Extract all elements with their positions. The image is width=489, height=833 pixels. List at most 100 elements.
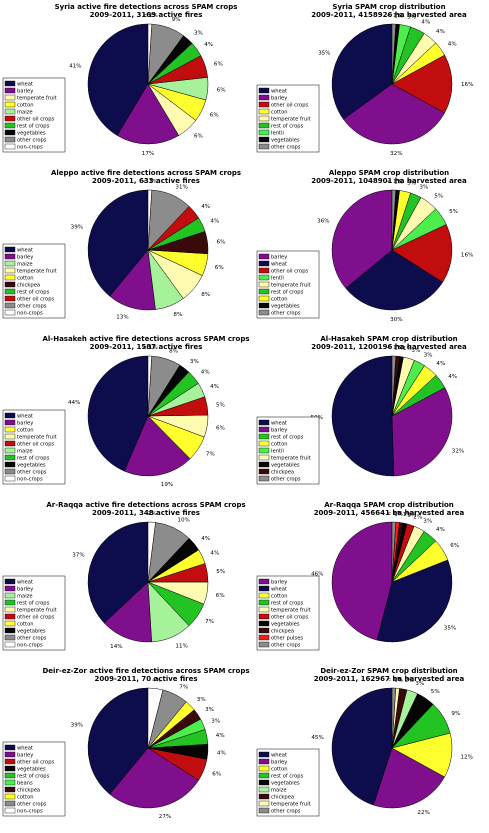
pie-slice: [391, 224, 453, 283]
legend-label: rest of crops: [271, 774, 304, 780]
legend-label: non-crops: [17, 643, 43, 649]
legend-swatch: [4, 627, 16, 634]
slice-percent-label: 14%: [110, 644, 122, 650]
legend-swatch: [4, 108, 16, 115]
legend-label: wheat: [17, 580, 33, 586]
legend-label: maize: [17, 594, 33, 600]
slice-percent-label: 7%: [206, 452, 215, 458]
legend-label: barley: [17, 753, 33, 759]
legend-label: other crops: [17, 470, 47, 476]
slice-percent-label: < 1%: [387, 511, 402, 517]
legend-label: beans: [17, 781, 33, 787]
slice-percent-label: 16%: [461, 82, 473, 88]
legend-label: cotton: [271, 442, 288, 448]
pie-slice: [376, 559, 453, 643]
legend-swatch: [4, 751, 16, 758]
legend-swatch: [4, 87, 16, 94]
legend-label: lentil: [271, 276, 284, 282]
slice-percent-label: 6%: [217, 88, 226, 94]
slice-percent-label: 7%: [179, 685, 188, 691]
slice-percent-label: 1%: [394, 511, 403, 517]
slice-percent-label: 7%: [205, 619, 214, 625]
legend-label: cotton: [271, 110, 288, 116]
pie-slice: [147, 23, 153, 85]
legend-swatch: [258, 433, 270, 440]
legend-label: other crops: [271, 311, 301, 317]
chart-title: Al-Hasakeh SPAM crop distribution: [320, 335, 457, 343]
slice-percent-label: < 1%: [387, 677, 402, 683]
slice-percent-label: 11%: [175, 643, 187, 649]
legend-swatch: [258, 295, 270, 302]
slice-percent-label: 4%: [436, 527, 445, 533]
legend-label: barley: [271, 255, 287, 261]
chart-title: Aleppo active fire detections across SPA…: [51, 169, 241, 177]
slice-percent-label: 1%: [394, 345, 403, 351]
slice-percent-label: 1%: [394, 179, 403, 185]
legend-swatch: [4, 302, 16, 309]
chart-title: Ar-Raqqa SPAM crop distribution: [324, 501, 454, 509]
slice-percent-label: 9%: [172, 17, 181, 23]
legend-swatch: [258, 475, 270, 482]
pie-chart-panel: Syria SPAM crop distribution 2009-2011, 4…: [245, 0, 489, 166]
slice-percent-label: 6%: [216, 426, 225, 432]
pie-slice: [87, 687, 149, 795]
legend-swatch: [258, 641, 270, 648]
legend-label: rest of crops: [17, 124, 50, 130]
slice-percent-label: 5%: [434, 194, 443, 200]
legend-swatch: [4, 447, 16, 454]
legend-swatch: [4, 599, 16, 606]
legend-label: chickpea: [271, 795, 294, 801]
pie-slice: [391, 687, 397, 749]
legend-label: other crops: [17, 138, 47, 144]
legend-swatch: [258, 129, 270, 136]
legend-label: chickpea: [271, 629, 294, 635]
slice-percent-label: 16%: [461, 252, 473, 258]
slice-percent-label: < 1%: [142, 345, 157, 351]
slice-percent-label: 3%: [197, 697, 206, 703]
slice-percent-label: 19%: [161, 482, 173, 488]
chart-subtitle: 2009-2011, 1200196 ha harvested area: [311, 343, 467, 351]
legend-label: cotton: [271, 767, 288, 773]
legend-label: rest of crops: [271, 124, 304, 130]
slice-percent-label: 6%: [210, 113, 219, 119]
legend-swatch: [258, 274, 270, 281]
slice-percent-label: 6%: [450, 543, 459, 549]
legend-swatch: [258, 772, 270, 779]
legend-swatch: [4, 143, 16, 150]
slice-percent-label: 3%: [194, 31, 203, 37]
legend-swatch: [258, 440, 270, 447]
chart-subtitle: 2009-2011, 3169 active fires: [90, 11, 203, 19]
legend-label: wheat: [17, 82, 33, 88]
legend-swatch: [4, 129, 16, 136]
slice-percent-label: 3%: [190, 359, 199, 365]
chart-title: Aleppo SPAM crop distribution: [329, 169, 449, 177]
slice-percent-label: 3%: [407, 181, 416, 187]
legend-label: temperate fruit: [271, 802, 311, 808]
legend-swatch: [258, 468, 270, 475]
slice-percent-label: 4%: [210, 551, 219, 557]
legend-label: maize: [271, 788, 287, 794]
legend-swatch: [4, 101, 16, 108]
pie-chart-panel: Aleppo SPAM crop distribution 2009-2011, …: [245, 166, 489, 332]
legend-swatch: [4, 295, 16, 302]
slice-percent-label: 3%: [423, 519, 432, 525]
pie-slice: [391, 189, 397, 251]
slice-percent-label: 8%: [173, 312, 182, 318]
slice-percent-label: 39%: [71, 225, 83, 231]
legend-label: cotton: [17, 428, 34, 434]
legend-label: rest of crops: [17, 601, 50, 607]
legend-swatch: [258, 267, 270, 274]
legend-label: maize: [17, 449, 33, 455]
legend-label: temperate fruit: [17, 269, 57, 275]
slice-percent-label: 1%: [407, 513, 416, 519]
chart-title: Al-Hasakeh active fire detections across…: [42, 335, 249, 343]
pie-chart-panel: Syria active fire detections across SPAM…: [0, 0, 244, 166]
slice-percent-label: 3%: [415, 681, 424, 687]
slice-percent-label: 22%: [417, 810, 429, 816]
legend-swatch: [4, 253, 16, 260]
slice-percent-label: 4%: [210, 384, 219, 390]
pie-slice: [331, 189, 393, 289]
legend-swatch: [4, 634, 16, 641]
legend-swatch: [258, 94, 270, 101]
slice-percent-label: 1%: [394, 677, 403, 683]
